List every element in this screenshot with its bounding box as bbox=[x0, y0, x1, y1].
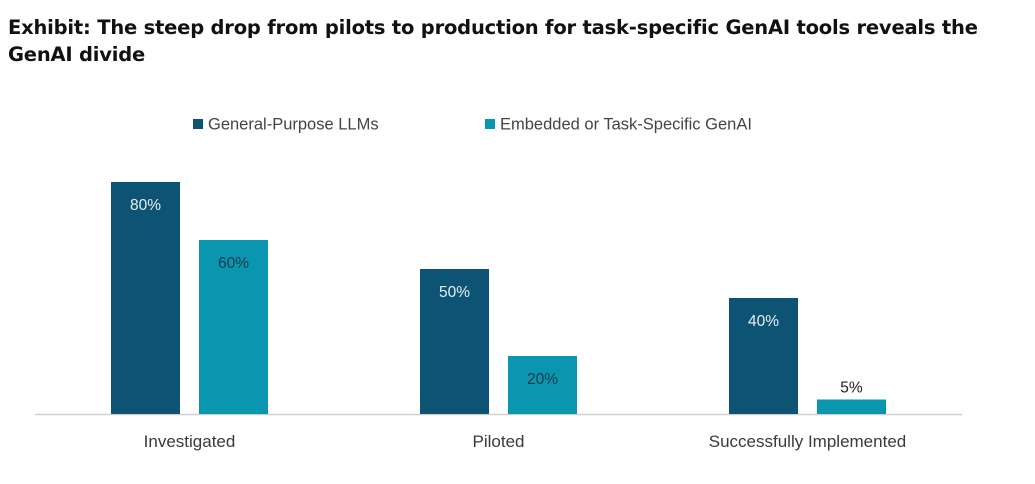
bar-piloted-general-purpose-llms bbox=[420, 269, 489, 414]
bar-piloted-embedded-or-task-specific-genai bbox=[508, 356, 577, 414]
labels-group: 80% 60% Investigated 50% 20% Piloted 40% 5% Succ… bbox=[130, 197, 906, 451]
data-label-piloted-embedded-or-task-specific-genai: 20% bbox=[527, 371, 558, 388]
bars-group bbox=[111, 182, 886, 414]
data-label-investigated-embedded-or-task-specific-genai: 60% bbox=[218, 255, 249, 272]
data-label-successfully-implemented-embedded-or-task-specific-genai: 5% bbox=[840, 380, 863, 397]
data-label-investigated-general-purpose-llms: 80% bbox=[130, 197, 161, 214]
legend-label-general-purpose-llms: General-Purpose LLMs bbox=[208, 116, 379, 134]
bar-investigated-general-purpose-llms bbox=[111, 182, 180, 414]
data-label-piloted-general-purpose-llms: 50% bbox=[439, 284, 470, 301]
legend-label-embedded-or-task-specific-genai: Embedded or Task-Specific GenAI bbox=[500, 116, 752, 134]
bar-investigated-embedded-or-task-specific-genai bbox=[199, 240, 268, 414]
legend-swatch-general-purpose-llms bbox=[193, 119, 203, 129]
legend-swatch-embedded-or-task-specific-genai bbox=[485, 119, 495, 129]
category-label-piloted: Piloted bbox=[473, 432, 525, 451]
category-label-investigated: Investigated bbox=[144, 432, 236, 451]
bar-successfully-implemented-general-purpose-llms bbox=[729, 298, 798, 414]
bar-successfully-implemented-embedded-or-task-specific-genai bbox=[817, 399, 886, 414]
legend: General-Purpose LLMs Embedded or Task-Spe… bbox=[193, 116, 752, 134]
category-label-successfully-implemented: Successfully Implemented bbox=[709, 432, 906, 451]
data-label-successfully-implemented-general-purpose-llms: 40% bbox=[748, 313, 779, 330]
chart-title: Exhibit: The steep drop from pilots to p… bbox=[8, 16, 978, 66]
